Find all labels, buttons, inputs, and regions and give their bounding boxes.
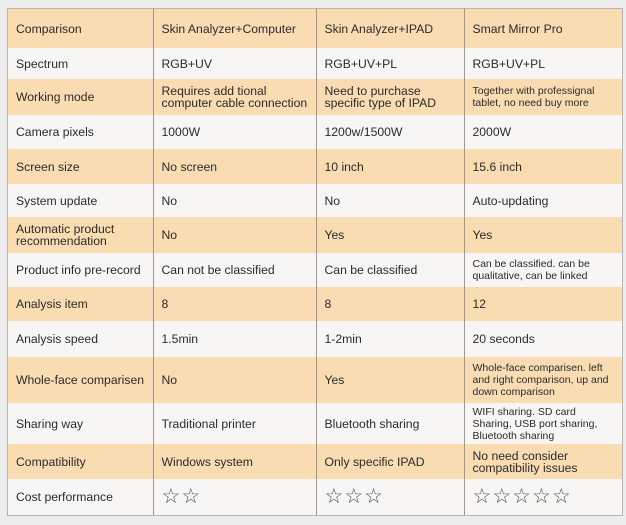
table-cell: 10 inch	[316, 149, 465, 184]
header-cell: Smart Mirror Pro	[464, 9, 622, 48]
row-label: Sharing way	[8, 403, 154, 444]
table-cell: 12	[464, 287, 622, 321]
table-cell: Bluetooth sharing	[316, 403, 465, 444]
table-cell: Only specific IPAD	[316, 444, 465, 479]
table-cell: WIFI sharing. SD card Sharing, USB port …	[464, 403, 622, 444]
table-cell: 1.5min	[153, 321, 317, 357]
table-cell: Yes	[464, 217, 622, 253]
star-outline-icon: ☆	[492, 485, 513, 508]
star-outline-icon: ☆	[324, 485, 345, 508]
table-row: Spectrum RGB+UV RGB+UV+PL RGB+UV+PL	[8, 48, 622, 79]
table-cell: No screen	[153, 149, 317, 184]
star-outline-icon: ☆	[551, 485, 572, 508]
table-cell: Whole-face comparisen. left and right co…	[464, 357, 622, 403]
header-cell: Skin Analyzer+IPAD	[316, 9, 465, 48]
table-row: System update No No Auto-updating	[8, 184, 622, 217]
star-outline-icon: ☆	[472, 485, 493, 508]
table-cell: No	[153, 217, 317, 253]
table-row: Camera pixels 1000W 1200w/1500W 2000W	[8, 115, 622, 149]
row-label: Working mode	[8, 79, 154, 115]
row-label: Spectrum	[8, 48, 154, 79]
star-outline-icon: ☆	[512, 485, 532, 508]
table-cell: RGB+UV+PL	[316, 48, 465, 79]
table-cell: Together with professignal tablet, no ne…	[464, 79, 622, 115]
star-rating: ☆☆	[153, 479, 317, 515]
table-cell: No need consider compatibility issues	[464, 444, 622, 479]
table-cell: 2000W	[464, 115, 622, 149]
star-outline-icon: ☆	[181, 485, 202, 508]
row-label: Whole-face comparisen	[8, 357, 154, 403]
star-rating: ☆☆☆	[316, 479, 465, 515]
table-cell: 15.6 inch	[464, 149, 622, 184]
table-row-cost: Cost performance ☆☆ ☆☆☆ ☆☆☆☆☆	[8, 479, 622, 515]
row-label: System update	[8, 184, 154, 217]
table-cell: No	[316, 184, 465, 217]
row-label: Analysis item	[8, 287, 154, 321]
table-cell: Traditional printer	[153, 403, 317, 444]
table-cell: 8	[153, 287, 317, 321]
table-row: Analysis item 8 8 12	[8, 287, 622, 321]
star-rating: ☆☆☆☆☆	[464, 479, 622, 515]
comparison-table: Comparison Skin Analyzer+Computer Skin Ana…	[7, 8, 623, 516]
row-label: Analysis speed	[8, 321, 154, 357]
table-cell: Can be classified	[316, 253, 465, 287]
row-label: Cost performance	[8, 479, 154, 515]
star-outline-icon: ☆	[531, 485, 552, 508]
table-cell: 1-2min	[316, 321, 465, 357]
table-cell: RGB+UV	[153, 48, 317, 79]
table-cell: 1000W	[153, 115, 317, 149]
table-cell: 1200w/1500W	[316, 115, 465, 149]
row-label: Compatibility	[8, 444, 154, 479]
table-cell: RGB+UV+PL	[464, 48, 622, 79]
row-label: Automatic product recommendation	[8, 217, 154, 253]
star-outline-icon: ☆	[161, 485, 182, 508]
table-cell: 20 seconds	[464, 321, 622, 357]
table-row: Analysis speed 1.5min 1-2min 20 seconds	[8, 321, 622, 357]
row-label: Camera pixels	[8, 115, 154, 149]
row-label: Product info pre-record	[8, 253, 154, 287]
table-cell: Yes	[316, 357, 465, 403]
header-cell: Skin Analyzer+Computer	[153, 9, 317, 48]
table-row: Whole-face comparisen No Yes Whole-face com…	[8, 357, 622, 403]
table-row: Automatic product recommendation No Yes Yes	[8, 217, 622, 253]
table-cell: Yes	[316, 217, 465, 253]
table-row: Screen size No screen 10 inch 15.6 inch	[8, 149, 622, 184]
table-row: Sharing way Traditional printer Bluetooth …	[8, 403, 622, 444]
table-row: Product info pre-record Can not be classi…	[8, 253, 622, 287]
table-row: Compatibility Windows system Only specific…	[8, 444, 622, 479]
star-outline-icon: ☆	[364, 485, 384, 508]
table-row: Working mode Requires add tional computer…	[8, 79, 622, 115]
table-cell: Can not be classified	[153, 253, 317, 287]
star-outline-icon: ☆	[344, 485, 365, 508]
table-cell: Auto-updating	[464, 184, 622, 217]
table-cell: Can be classified. can be qualitative, c…	[464, 253, 622, 287]
row-label: Screen size	[8, 149, 154, 184]
table-cell: Windows system	[153, 444, 317, 479]
header-row: Comparison Skin Analyzer+Computer Skin Ana…	[8, 9, 622, 48]
table-cell: No	[153, 184, 317, 217]
table-cell: Requires add tional computer cable conne…	[153, 79, 317, 115]
table-cell: No	[153, 357, 317, 403]
table-cell: Need to purchase specific type of IPAD	[316, 79, 465, 115]
header-cell: Comparison	[8, 9, 154, 48]
table-cell: 8	[316, 287, 465, 321]
